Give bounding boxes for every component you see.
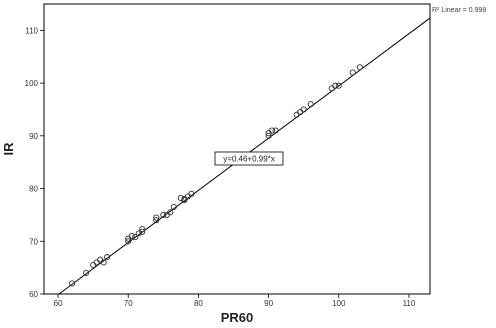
data-point <box>153 217 160 224</box>
data-point <box>349 69 356 76</box>
plot-area <box>43 3 431 295</box>
y-axis-title: IR <box>1 142 16 156</box>
equation-label: y=0.46+0.99*x <box>223 155 275 164</box>
data-point <box>356 64 363 71</box>
data-point <box>269 127 276 134</box>
y-tick-label: 80 <box>29 185 38 194</box>
y-tick-label: 60 <box>29 290 38 299</box>
data-point <box>100 259 107 266</box>
equation-annotation: y=0.46+0.99*x <box>214 151 284 166</box>
data-point <box>170 203 177 211</box>
data-point <box>307 101 314 108</box>
x-axis-ticks: 60 70 80 90 100 110 <box>54 294 416 308</box>
data-point <box>188 190 195 197</box>
data-point <box>128 232 135 240</box>
data-point <box>272 127 279 134</box>
data-point <box>167 209 174 216</box>
data-point <box>265 132 272 139</box>
y-tick-label: 100 <box>25 79 39 88</box>
data-point <box>125 238 132 245</box>
data-point <box>300 106 307 113</box>
y-axis-ticks: 60 70 80 90 100 110 <box>25 26 44 299</box>
y-tick-label: 90 <box>29 132 38 141</box>
y-tick-label: 70 <box>29 237 38 246</box>
data-point <box>69 280 76 287</box>
data-point <box>135 230 142 237</box>
x-axis-title: PR60 <box>221 310 254 325</box>
x-tick-label: 80 <box>194 299 203 308</box>
x-tick-label: 90 <box>264 299 273 308</box>
data-point <box>332 82 339 89</box>
data-point <box>335 82 342 89</box>
r2-label: R² Linear = 0.998 <box>432 7 486 14</box>
data-point <box>132 234 139 241</box>
data-point <box>83 269 90 276</box>
data-point <box>104 254 111 261</box>
data-point <box>139 228 146 235</box>
data-point <box>160 211 167 218</box>
data-point <box>139 226 146 233</box>
x-tick-label: 70 <box>124 299 133 308</box>
x-tick-label: 100 <box>332 299 346 308</box>
y-tick-label: 110 <box>25 26 38 35</box>
equation-box <box>214 151 284 166</box>
x-tick-label: 60 <box>54 299 63 308</box>
data-points <box>69 64 363 287</box>
data-point <box>153 214 160 221</box>
x-tick-label: 110 <box>403 299 416 308</box>
